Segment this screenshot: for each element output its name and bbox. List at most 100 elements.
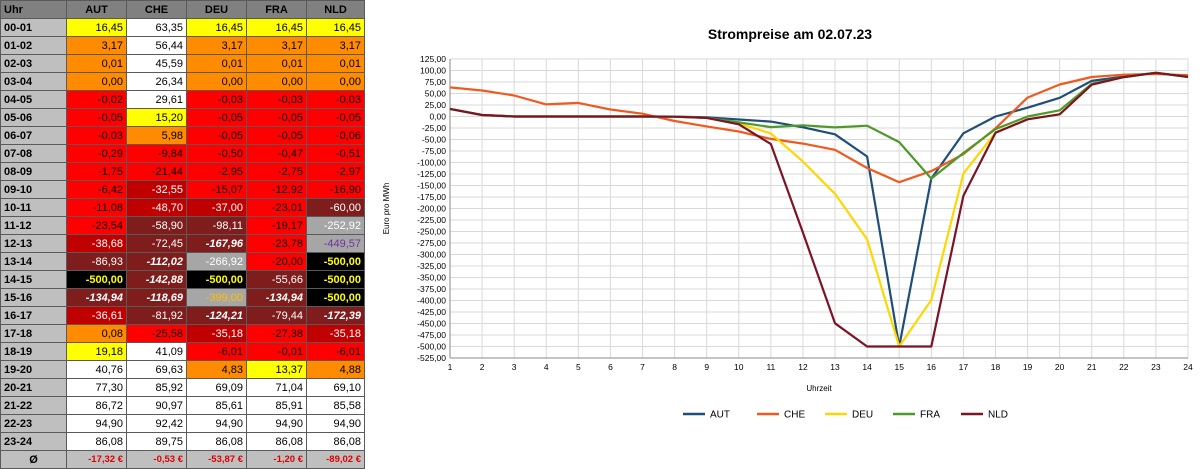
y-tick-label: -500,00 [417,342,446,352]
price-cell-aut: -0,02 [66,90,127,109]
header-fra: FRA [246,0,307,19]
chart-title: Strompreise am 02.07.23 [708,26,872,42]
y-tick-label: -425,00 [417,307,446,317]
price-cell-aut: -36,61 [66,306,127,325]
price-cell-che: 85,92 [126,378,187,397]
table-row: 12-13 -38,68 -72,45 -167,96 -23,78 -449,57 [0,234,365,253]
table-row: 11-12 -23,54 -58,90 -98,11 -19,17 -252,92 [0,216,365,235]
price-cell-deu: -124,21 [186,306,247,325]
price-cell-deu: 4,83 [186,360,247,379]
row-hour-label: 05-06 [0,108,67,127]
price-cell-deu: -266,92 [186,252,247,271]
price-cell-aut: -6,42 [66,180,127,199]
price-cell-che: -21,44 [126,162,187,181]
row-hour-label: 18-19 [0,342,67,361]
price-cell-che: 90,97 [126,396,187,415]
price-cell-fra: -0,05 [246,108,307,127]
price-cell-deu: 86,08 [186,432,247,451]
price-cell-nld: 4,88 [306,360,365,379]
price-cell-deu: -98,11 [186,216,247,235]
price-cell-nld: -2,97 [306,162,365,181]
x-tick-label: 15 [894,362,904,372]
price-cell-fra: 85,91 [246,396,307,415]
row-hour-label: 10-11 [0,198,67,217]
price-cell-che: -118,69 [126,288,187,307]
average-nld: -89,02 € [306,450,365,469]
price-cell-aut: -134,94 [66,288,127,307]
average-che: -0,53 € [126,450,187,469]
price-cell-aut: -0,29 [66,144,127,163]
series-line-deu [449,71,1189,348]
price-cell-fra: -20,00 [246,252,307,271]
y-tick-label: -75,00 [422,146,446,156]
x-tick-label: 7 [640,362,645,372]
price-table: Uhr AUT CHE DEU FRA NLD 00-01 16,45 63,35 1… [0,0,365,469]
y-tick-label: 125,00 [420,54,446,64]
header-nld: NLD [306,0,365,19]
price-cell-deu: 0,00 [186,72,247,91]
price-cell-fra: -23,78 [246,234,307,253]
table-row: 09-10 -6,42 -32,55 -15,07 -12,92 -16,90 [0,180,365,199]
table-header-row: Uhr AUT CHE DEU FRA NLD [0,0,365,19]
y-tick-label: 0,00 [429,112,446,122]
y-tick-label: -450,00 [417,319,446,329]
series-line-aut [449,71,1189,348]
price-cell-deu: 3,17 [186,36,247,55]
x-tick-label: 1 [448,362,453,372]
price-cell-che: 92,42 [126,414,187,433]
price-cell-deu: 94,90 [186,414,247,433]
x-tick-label: 16 [927,362,937,372]
price-cell-nld: 0,00 [306,72,365,91]
x-tick-label: 5 [576,362,581,372]
y-tick-label: 75,00 [425,77,447,87]
price-cell-che: -32,55 [126,180,187,199]
price-cell-fra: -0,03 [246,90,307,109]
legend-label-deu: DEU [852,410,873,421]
price-cell-nld: -500,00 [306,252,365,271]
price-cell-nld: 86,08 [306,432,365,451]
row-hour-label: 02-03 [0,54,67,73]
row-hour-label: 00-01 [0,18,67,37]
price-cell-deu: -6,01 [186,342,247,361]
row-hour-label: 13-14 [0,252,67,271]
row-hour-label: 09-10 [0,180,67,199]
price-cell-nld: -172,39 [306,306,365,325]
price-cell-nld: 85,58 [306,396,365,415]
table-row: 15-16 -134,94 -118,69 -399,00 -134,94 -500,00 [0,288,365,307]
price-cell-fra: 86,08 [246,432,307,451]
table-row: 05-06 -0,05 15,20 -0,05 -0,05 -0,05 [0,108,365,127]
price-cell-aut: -0,05 [66,108,127,127]
price-cell-che: -48,70 [126,198,187,217]
price-cell-fra: 0,01 [246,54,307,73]
row-hour-label: 06-07 [0,126,67,145]
table-row: 21-22 86,72 90,97 85,61 85,91 85,58 [0,396,365,415]
table-row: 17-18 0,08 -25,58 -35,18 -27,38 -35,18 [0,324,365,343]
x-tick-label: 22 [1119,362,1129,372]
price-cell-deu: 69,09 [186,378,247,397]
x-tick-label: 23 [1151,362,1161,372]
price-cell-che: -81,92 [126,306,187,325]
table-row: 04-05 -0,02 29,61 -0,03 -0,03 -0,03 [0,90,365,109]
price-cell-che: 5,98 [126,126,187,145]
y-tick-label: 100,00 [420,66,446,76]
x-tick-label: 11 [766,362,775,372]
row-hour-label: 08-09 [0,162,67,181]
price-cell-fra: -55,66 [246,270,307,289]
y-tick-label: 50,00 [425,89,447,99]
price-cell-nld: 69,10 [306,378,365,397]
average-label: Ø [0,450,67,469]
price-cell-nld: 16,45 [306,18,365,37]
price-cell-che: 69,63 [126,360,187,379]
price-cell-aut: 86,72 [66,396,127,415]
table-row: 03-04 0,00 26,34 0,00 0,00 0,00 [0,72,365,91]
row-hour-label: 22-23 [0,414,67,433]
price-cell-nld: 94,90 [306,414,365,433]
price-cell-aut: -500,00 [66,270,127,289]
table-row: 16-17 -36,61 -81,92 -124,21 -79,44 -172,39 [0,306,365,325]
y-tick-label: -125,00 [417,169,446,179]
y-tick-label: -525,00 [417,353,446,363]
price-cell-che: 45,59 [126,54,187,73]
price-cell-aut: 77,30 [66,378,127,397]
y-axis-ticks: -525,00-500,00 -475,00-450,00 -425,00-400,… [417,54,446,363]
price-cell-che: -112,02 [126,252,187,271]
